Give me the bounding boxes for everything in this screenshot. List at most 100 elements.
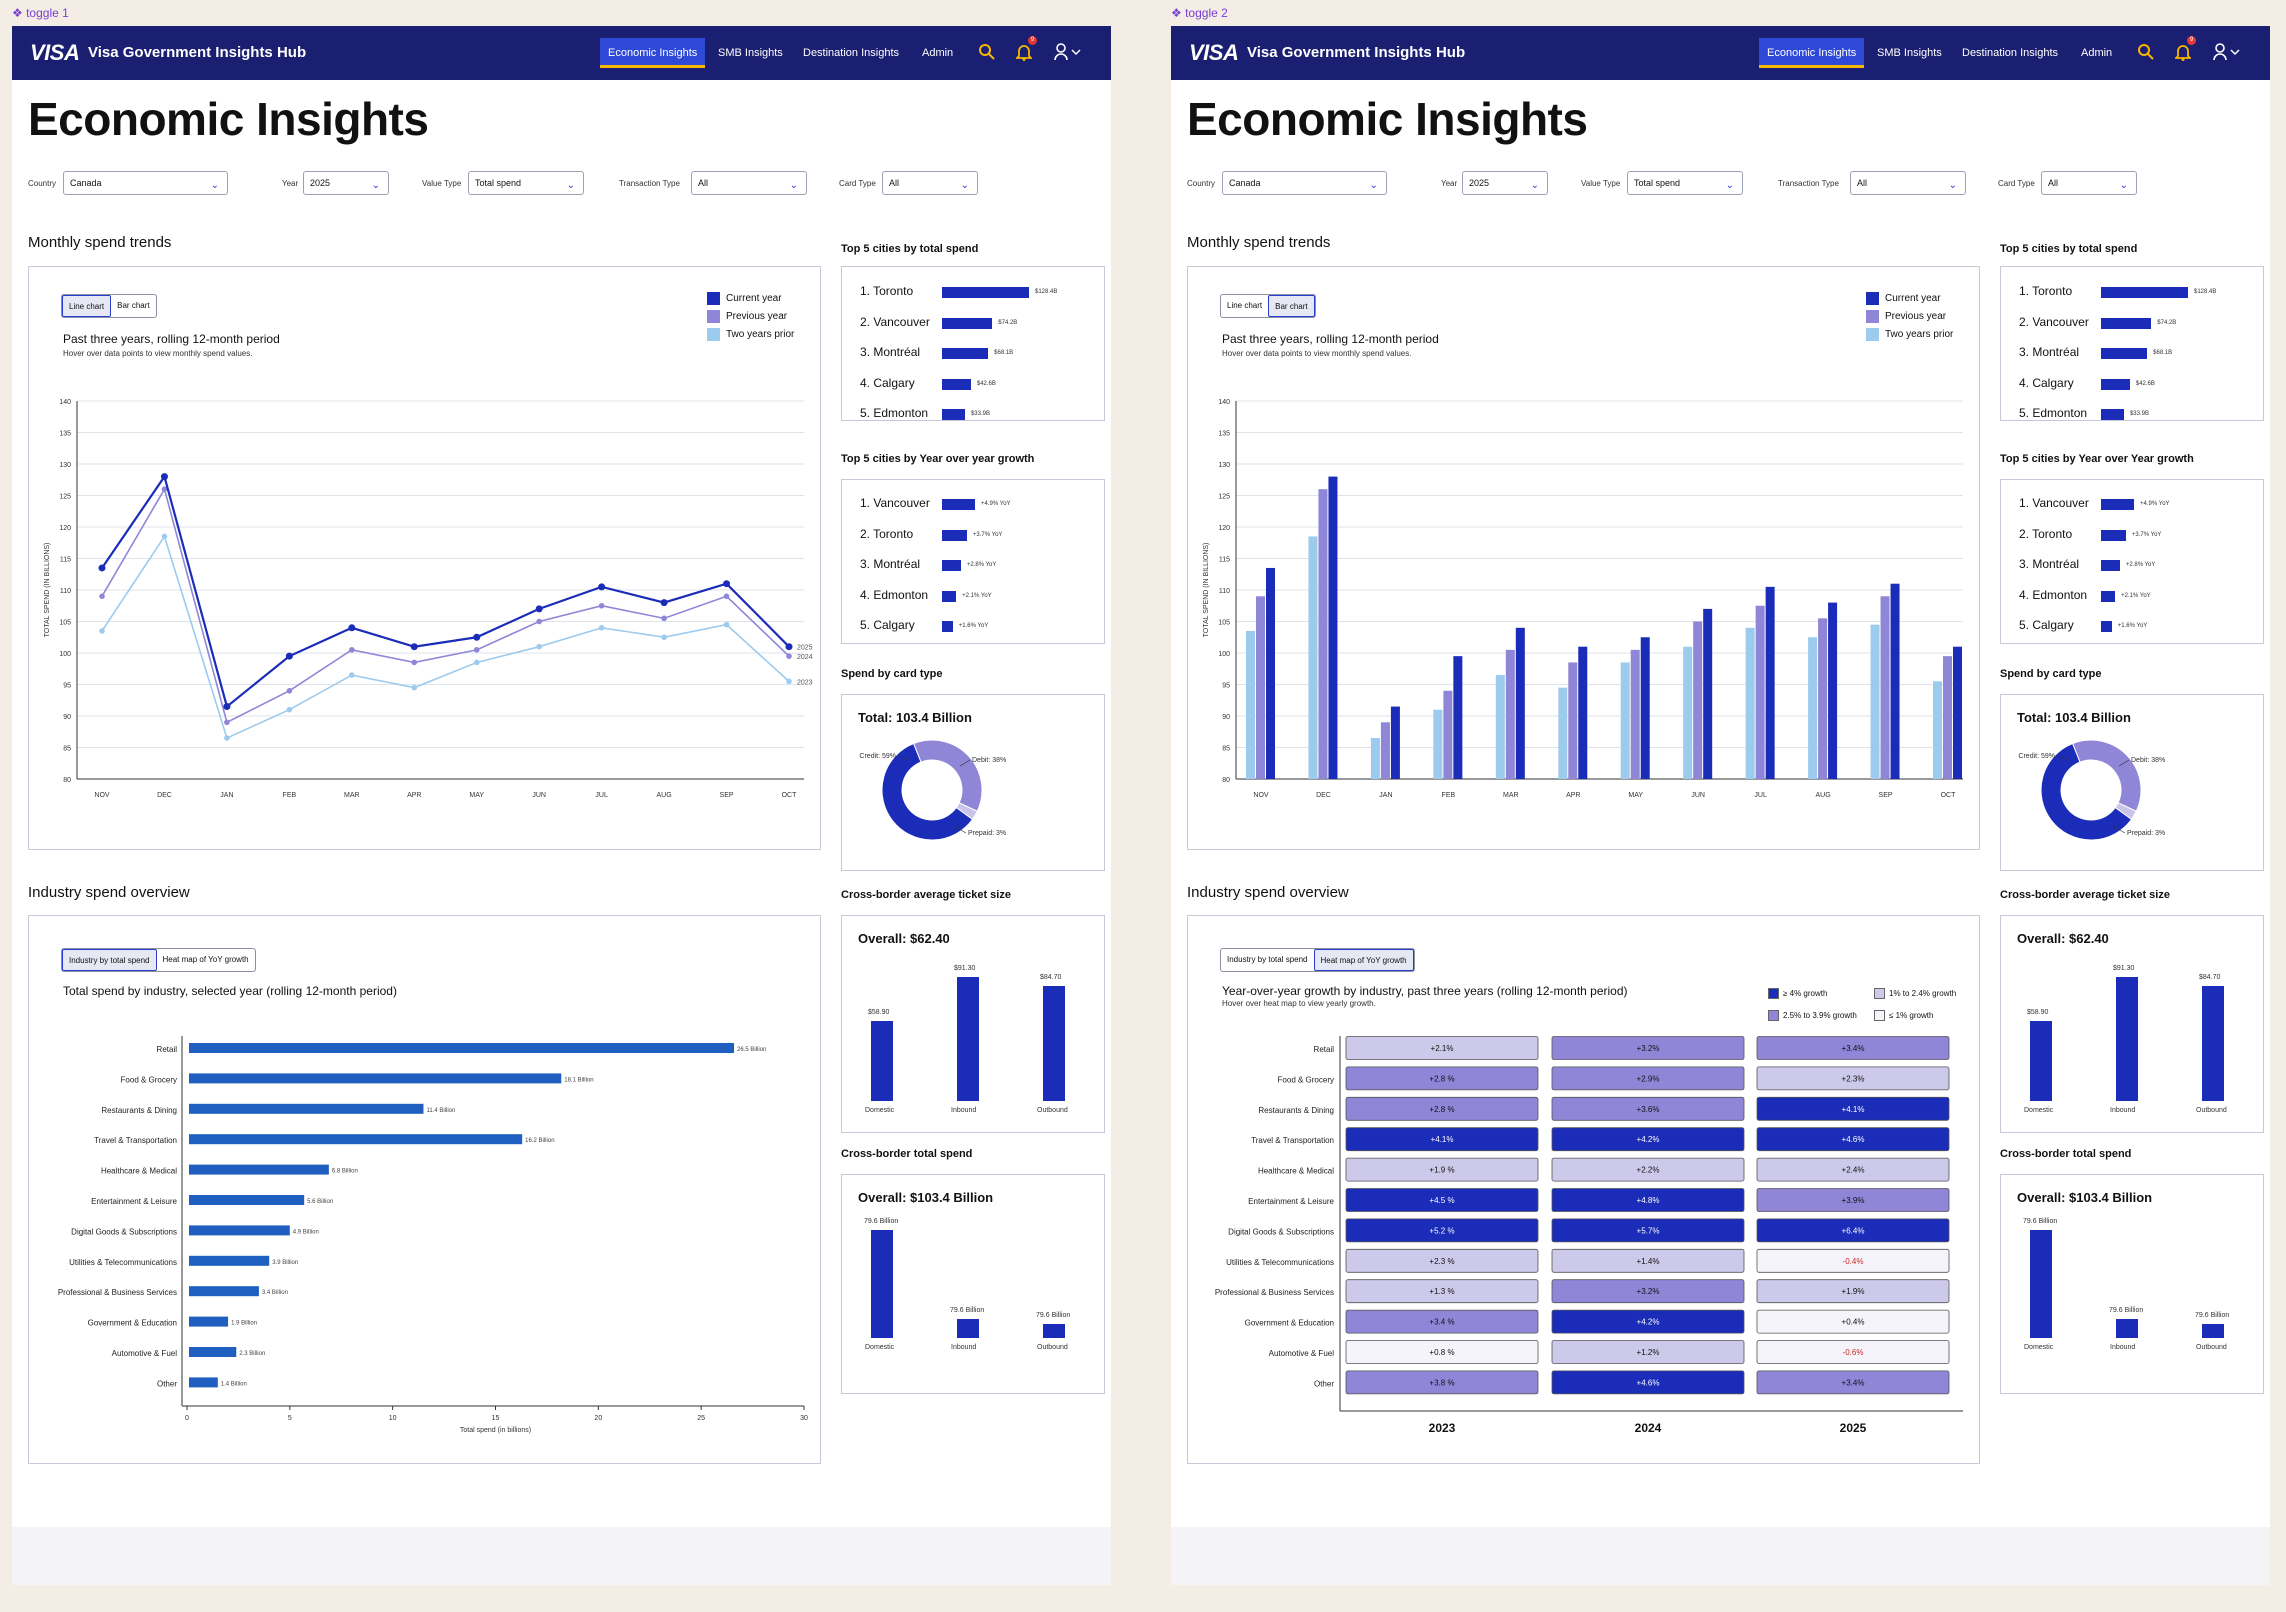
nav-admin[interactable]: Admin — [922, 47, 954, 59]
heatmap-cell-value: +0.8 % — [1429, 1348, 1454, 1357]
chevron-down-icon: ⌄ — [1725, 180, 1734, 191]
filter-country-select[interactable]: Canada ⌄ — [63, 171, 228, 195]
nav-economic-insights[interactable]: Economic Insights — [600, 38, 706, 68]
heatmap-cell-value: +2.1% — [1431, 1044, 1454, 1053]
filter-transaction-type-select[interactable]: All ⌄ — [691, 171, 807, 195]
heat-map-toggle[interactable]: Heat map of YoY growth — [162, 955, 249, 964]
filter-value-type-select[interactable]: Total spend ⌄ — [468, 171, 584, 195]
data-point — [660, 599, 668, 607]
leader-line — [2118, 759, 2130, 767]
footer-band — [12, 1527, 1111, 1585]
legend-item: Previous year — [707, 310, 794, 323]
bar-chart-toggle[interactable]: Bar chart — [117, 301, 150, 310]
page-title: Economic Insights — [1187, 93, 1588, 145]
chart-title: Total spend by industry, selected year (… — [63, 984, 397, 998]
search-icon[interactable] — [2137, 43, 2155, 61]
ticket-bar-outbound — [1043, 985, 1065, 1101]
legend-label: 1% to 2.4% growth — [1889, 989, 1957, 998]
industry-by-total-toggle[interactable]: Industry by total spend — [62, 949, 157, 971]
x-tick-label: JUN — [532, 792, 546, 799]
heatmap-cell-value: +3.4 % — [1429, 1318, 1454, 1327]
filter-value-type-select[interactable]: Total spend ⌄ — [1627, 171, 1743, 195]
industry-bar — [189, 1195, 305, 1205]
ticket-bar-domestic — [871, 1021, 893, 1101]
data-point — [99, 593, 105, 600]
filter-year-select[interactable]: 2025 ⌄ — [303, 171, 389, 195]
nav-smb-insights[interactable]: SMB Insights — [718, 47, 783, 59]
x-tick-label: JAN — [1379, 792, 1392, 799]
industry-bar — [189, 1225, 290, 1236]
search-icon[interactable] — [978, 43, 996, 61]
industry-label: Automotive & Fuel — [112, 1349, 178, 1358]
user-icon[interactable] — [1054, 43, 1082, 61]
legend-label: 2.5% to 3.9% growth — [1783, 1011, 1857, 1020]
nav-smb-insights[interactable]: SMB Insights — [1877, 47, 1942, 59]
bar-mar-0 — [1495, 675, 1505, 779]
ticket-bar-inbound — [2116, 977, 2138, 1101]
nav-economic-insights[interactable]: Economic Insights — [1759, 38, 1865, 68]
heatmap-row-label: Restaurants & Dining — [1258, 1106, 1334, 1115]
bell-icon[interactable] — [2175, 43, 2191, 61]
x-tick-label: APR — [1566, 792, 1580, 799]
line-chart-toggle[interactable]: Line chart — [62, 295, 112, 317]
bar-nov-0 — [1246, 630, 1255, 779]
legend-label: Previous year — [1885, 311, 1947, 322]
data-point — [161, 533, 168, 540]
bar-jan-0 — [1370, 738, 1380, 779]
nav-destination-insights[interactable]: Destination Insights — [1962, 47, 2058, 59]
ticket-value-label: $91.30 — [2113, 965, 2135, 972]
nav-destination-insights[interactable]: Destination Insights — [803, 47, 899, 59]
heatmap-cell-value: +4.2% — [1637, 1318, 1660, 1327]
heatmap-cell — [1551, 1036, 1745, 1060]
data-point — [98, 564, 106, 572]
donut-slice — [881, 742, 974, 841]
ticket-value-label: $91.30 — [954, 965, 976, 972]
bell-icon[interactable] — [1016, 43, 1032, 61]
y-tick-label: 95 — [1222, 683, 1230, 690]
series-end-label: 2023 — [797, 679, 813, 686]
x-tick-label: APR — [407, 792, 421, 799]
x-tick-label: MAR — [344, 792, 360, 799]
industry-by-total-toggle[interactable]: Industry by total spend — [1227, 955, 1308, 964]
city-name: 2. Toronto — [860, 526, 914, 541]
x-tick-label: NOV — [1253, 792, 1269, 799]
data-point — [348, 624, 356, 632]
nav-admin[interactable]: Admin — [2081, 47, 2113, 59]
city-name: 3. Montréal — [860, 557, 921, 571]
chart-type-toggle: Line chart Bar chart — [61, 294, 157, 318]
visa-logo[interactable]: VISA — [30, 40, 80, 65]
industry-value-label: 3.9 Billion — [272, 1260, 298, 1266]
city-bar — [942, 348, 989, 359]
heatmap-cell — [1756, 1370, 1950, 1395]
bar-chart-toggle[interactable]: Bar chart — [1268, 295, 1315, 317]
city-name: 5. Calgary — [2019, 618, 2074, 632]
heat-map-toggle[interactable]: Heat map of YoY growth — [1313, 949, 1414, 971]
city-value: +2.1% YoY — [2121, 592, 2151, 599]
x-tick-label: MAY — [469, 792, 484, 799]
visa-logo[interactable]: VISA — [1189, 40, 1239, 65]
filter-transaction-type-select[interactable]: All ⌄ — [1850, 171, 1966, 195]
heatmap-row-label: Government & Education — [1245, 1319, 1334, 1328]
filter-country-select[interactable]: Canada ⌄ — [1222, 171, 1387, 195]
heatmap-cell-value: +4.8% — [1637, 1196, 1660, 1205]
industry-value-label: 3.4 Billion — [262, 1290, 288, 1296]
heatmap-row-label: Retail — [1314, 1045, 1335, 1054]
filter-card-type-select[interactable]: All ⌄ — [882, 171, 978, 195]
heatmap-cell — [1756, 1279, 1950, 1304]
industry-spend-heading: Industry spend overview — [1187, 884, 1349, 901]
city-bar — [942, 317, 993, 329]
chart-title: Past three years, rolling 12-month perio… — [1222, 332, 1439, 346]
filter-year-select[interactable]: 2025 ⌄ — [1462, 171, 1548, 195]
user-icon[interactable] — [2213, 43, 2241, 61]
line-chart-toggle[interactable]: Line chart — [1227, 301, 1263, 310]
heatmap-cell-value: +3.2% — [1637, 1287, 1660, 1296]
data-point — [723, 580, 731, 588]
heatmap-cell — [1756, 1096, 1950, 1121]
industry-value-label: 18.1 Billion — [564, 1077, 593, 1083]
filter-card-type-select[interactable]: All ⌄ — [2041, 171, 2137, 195]
top-nav-bar: VISA Visa Government Insights Hub Econom… — [12, 26, 1111, 80]
top-cities-total-title: Top 5 cities by total spend — [841, 243, 979, 255]
leader-line — [897, 755, 911, 761]
ticket-category-label: Domestic — [2024, 1107, 2054, 1114]
y-tick-label: 80 — [1222, 777, 1230, 784]
